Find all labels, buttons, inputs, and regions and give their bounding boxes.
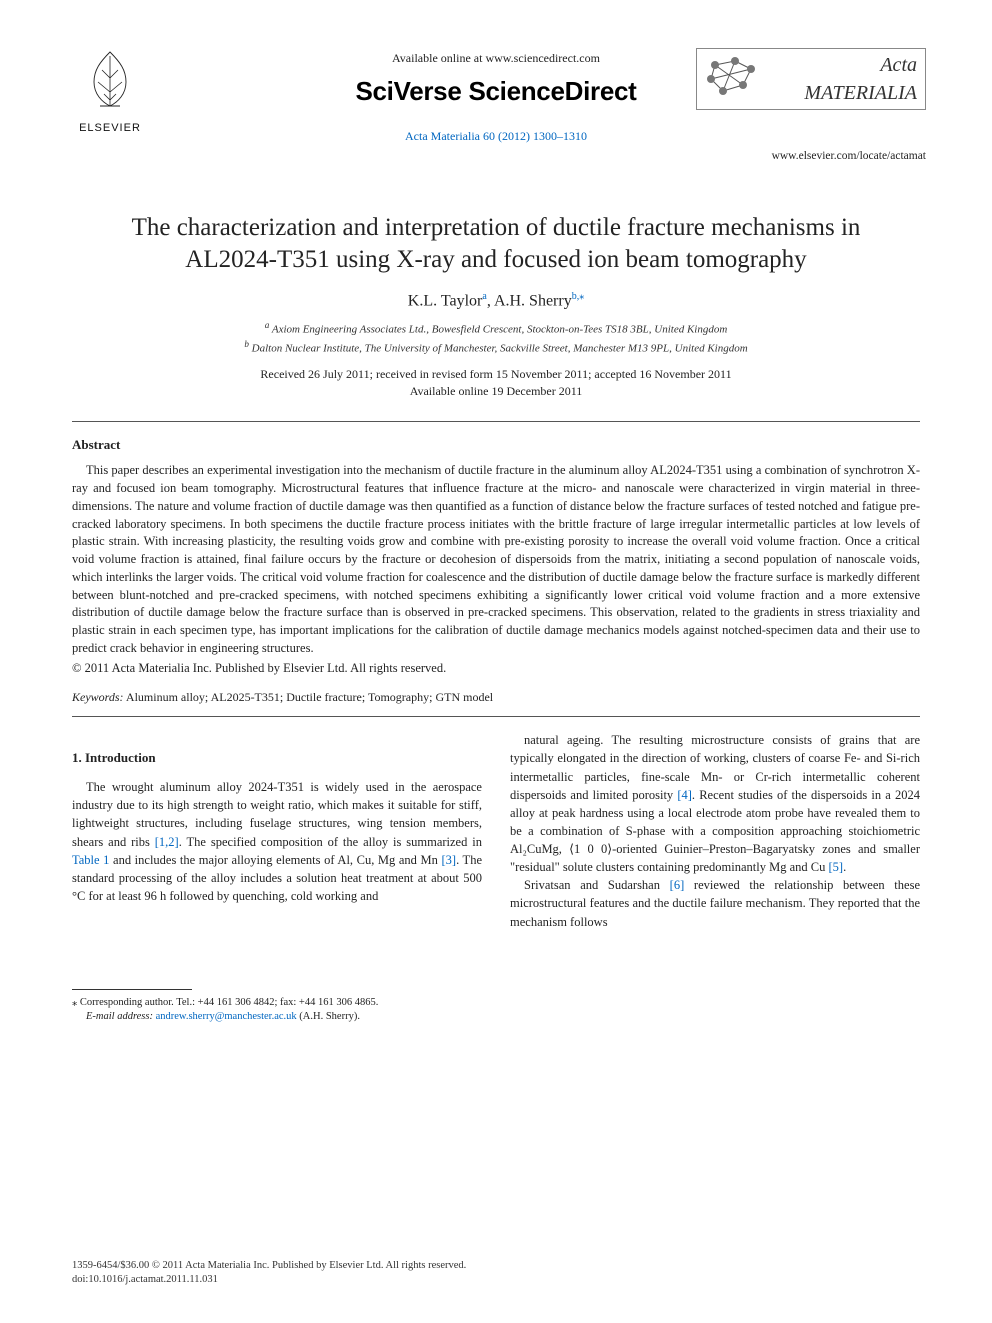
affiliation-a: a Axiom Engineering Associates Ltd., Bow…	[72, 319, 920, 338]
corresponding-mark-link[interactable]: ⁎	[579, 291, 584, 302]
intro-para-2: natural ageing. The resulting microstruc…	[510, 731, 920, 876]
footer-line-1: 1359-6454/$36.00 © 2011 Acta Materialia …	[72, 1259, 920, 1273]
page-footer: 1359-6454/$36.00 © 2011 Acta Materialia …	[72, 1259, 920, 1287]
intro-para-1: The wrought aluminum alloy 2024-T351 is …	[72, 778, 482, 905]
ref-5-link[interactable]: [5]	[828, 860, 843, 874]
received-line: Received 26 July 2011; received in revis…	[72, 366, 920, 383]
brand-sciverse: SciVerse	[355, 76, 461, 106]
journal-locate-url: www.elsevier.com/locate/actamat	[696, 148, 926, 164]
paper-header: ELSEVIER Available online at www.science…	[72, 48, 920, 184]
elsevier-tree-icon	[82, 48, 138, 114]
rule-above-abstract	[72, 421, 920, 422]
abstract-heading: Abstract	[72, 436, 920, 454]
two-column-layout: 1. Introduction The wrought aluminum all…	[72, 731, 920, 1024]
article-dates: Received 26 July 2011; received in revis…	[72, 366, 920, 401]
p3-a: Srivatsan and Sudarshan	[524, 878, 670, 892]
online-line: Available online 19 December 2011	[72, 383, 920, 400]
authors-line: K.L. Taylora, A.H. Sherryb,⁎	[72, 290, 920, 313]
journal-logo-italic: Acta	[880, 54, 917, 76]
p1-b: . The specified composition of the alloy…	[179, 835, 482, 849]
p1-c: and includes the major alloying elements…	[109, 853, 441, 867]
affiliation-b: b Dalton Nuclear Institute, The Universi…	[72, 338, 920, 357]
corresponding-footnote: ⁎ Corresponding author. Tel.: +44 161 30…	[72, 996, 482, 1024]
ref-1-2-link[interactable]: [1,2]	[155, 835, 179, 849]
aff-b-text: Dalton Nuclear Institute, The University…	[252, 342, 748, 354]
journal-logo-text: Acta MATERIALIA	[771, 51, 917, 108]
crystal-structure-icon	[705, 55, 761, 103]
abstract-block: This paper describes an experimental inv…	[72, 462, 920, 677]
email-wrap: E-mail address: andrew.sherry@manchester…	[72, 1010, 360, 1024]
footer-doi: doi:10.1016/j.actamat.2011.11.031	[72, 1273, 920, 1287]
body-columns: 1. Introduction The wrought aluminum all…	[72, 731, 920, 1024]
keywords-label: Keywords:	[72, 690, 124, 704]
ref-6-link[interactable]: [6]	[670, 878, 685, 892]
abstract-copyright: © 2011 Acta Materialia Inc. Published by…	[72, 660, 920, 678]
author-2: A.H. Sherry	[494, 292, 572, 309]
corr-email-link[interactable]: andrew.sherry@manchester.ac.uk	[156, 1011, 297, 1022]
journal-logo-box: Acta MATERIALIA	[696, 48, 926, 110]
abstract-body: This paper describes an experimental inv…	[72, 462, 920, 657]
aff-b-sup: b	[244, 339, 249, 349]
email-label: E-mail address:	[86, 1011, 153, 1022]
p2-c: .	[843, 860, 846, 874]
aff-a-sup: a	[265, 320, 270, 330]
brand-sciencedirect: ScienceDirect	[468, 76, 636, 106]
footnote-rule	[72, 989, 192, 990]
publisher-logo-block: ELSEVIER	[66, 48, 154, 137]
header-right: Acta MATERIALIA www.elsevier.com/locate/…	[696, 48, 926, 164]
intro-para-3: Srivatsan and Sudarshan [6] reviewed the…	[510, 876, 920, 930]
keywords-line: Keywords: Aluminum alloy; AL2025-T351; D…	[72, 689, 920, 706]
keywords-list: Aluminum alloy; AL2025-T351; Ductile fra…	[124, 690, 494, 704]
authors-sep: ,	[487, 292, 494, 309]
table-1-link[interactable]: Table 1	[72, 853, 109, 867]
section-1-heading: 1. Introduction	[72, 749, 482, 768]
paper-title: The characterization and interpretation …	[112, 212, 880, 276]
journal-logo-caps: MATERIALIA	[804, 82, 917, 104]
publisher-name: ELSEVIER	[66, 121, 154, 137]
journal-reference-link[interactable]: Acta Materialia 60 (2012) 1300–1310	[405, 128, 587, 145]
affiliations: a Axiom Engineering Associates Ltd., Bow…	[72, 319, 920, 356]
ref-3-link[interactable]: [3]	[441, 853, 456, 867]
author-1: K.L. Taylor	[408, 292, 483, 309]
corr-line: ⁎ Corresponding author. Tel.: +44 161 30…	[72, 997, 378, 1008]
aff-a-text: Axiom Engineering Associates Ltd., Bowes…	[272, 324, 727, 336]
ref-4-link[interactable]: [4]	[677, 788, 692, 802]
rule-below-keywords	[72, 716, 920, 717]
email-tail: (A.H. Sherry).	[297, 1011, 360, 1022]
